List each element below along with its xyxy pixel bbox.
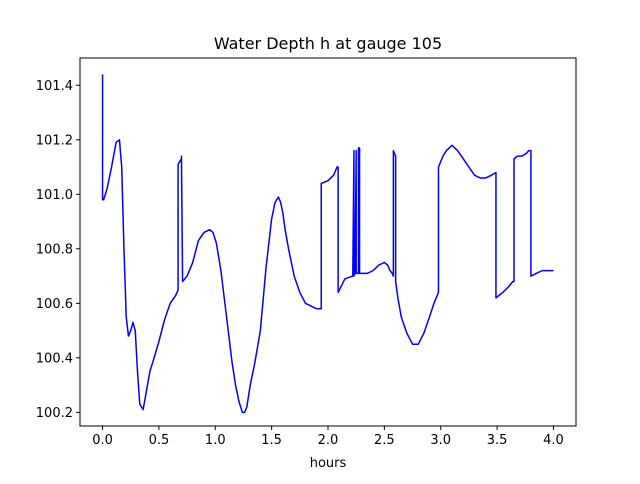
x-axis-label: hours — [310, 456, 347, 471]
y-tick-label: 101.0 — [36, 188, 73, 203]
y-tick-label: 100.8 — [36, 242, 73, 257]
y-axis: 100.2 100.4 100.6 100.8 101.0 101.2 101.4 — [36, 79, 80, 421]
x-tick-label: 0.0 — [92, 433, 113, 448]
y-tick-label: 101.4 — [36, 79, 73, 94]
x-tick-label: 2.0 — [318, 433, 339, 448]
series-layer — [101, 74, 554, 414]
chart-title: Water Depth h at gauge 105 — [214, 34, 442, 53]
y-tick-label: 100.2 — [36, 406, 73, 421]
y-tick-label: 100.4 — [36, 351, 73, 366]
y-tick-label: 100.6 — [36, 297, 73, 312]
series-line — [101, 74, 554, 414]
x-axis: 0.0 0.5 1.0 1.5 2.0 2.5 3.0 3.5 4.0 — [92, 426, 564, 448]
x-tick-label: 1.0 — [205, 433, 226, 448]
x-tick-label: 1.5 — [261, 433, 282, 448]
x-tick-label: 0.5 — [149, 433, 170, 448]
y-tick-label: 101.2 — [36, 133, 73, 148]
x-tick-label: 3.0 — [430, 433, 451, 448]
x-tick-label: 2.5 — [374, 433, 395, 448]
x-tick-label: 4.0 — [543, 433, 564, 448]
x-tick-label: 3.5 — [487, 433, 508, 448]
